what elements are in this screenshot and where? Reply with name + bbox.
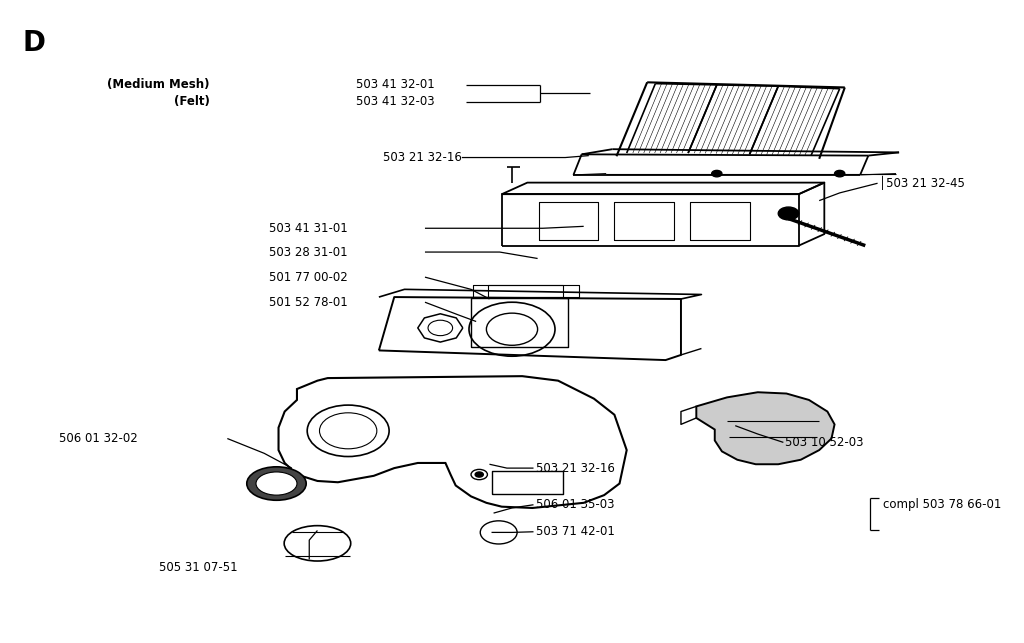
Text: 503 41 32-03: 503 41 32-03: [356, 95, 435, 108]
Text: 505 31 07-51: 505 31 07-51: [159, 561, 238, 574]
Circle shape: [712, 170, 722, 177]
Text: 506 01 35-03: 506 01 35-03: [536, 498, 614, 511]
Ellipse shape: [256, 472, 297, 495]
Text: 503 28 31-01: 503 28 31-01: [269, 246, 348, 258]
Circle shape: [778, 207, 799, 220]
Text: 503 41 31-01: 503 41 31-01: [269, 222, 348, 235]
Text: 503 71 42-01: 503 71 42-01: [536, 525, 614, 538]
Text: 503 10 52-03: 503 10 52-03: [785, 436, 864, 449]
Text: 501 52 78-01: 501 52 78-01: [269, 296, 348, 309]
Ellipse shape: [247, 467, 306, 500]
Circle shape: [475, 472, 483, 477]
Text: (Felt): (Felt): [174, 95, 210, 108]
Text: (Medium Mesh): (Medium Mesh): [108, 78, 210, 91]
Text: 503 41 32-01: 503 41 32-01: [356, 78, 435, 91]
Text: D: D: [23, 29, 45, 57]
Text: 506 01 32-02: 506 01 32-02: [59, 432, 138, 445]
Text: compl 503 78 66-01: compl 503 78 66-01: [883, 498, 1001, 511]
Text: 503 21 32-16: 503 21 32-16: [383, 151, 462, 164]
Circle shape: [835, 170, 845, 177]
Text: 501 77 00-02: 501 77 00-02: [269, 271, 348, 284]
Polygon shape: [696, 392, 835, 464]
Text: 503 21 32-16: 503 21 32-16: [536, 462, 614, 475]
Text: │503 21 32-45: │503 21 32-45: [879, 176, 965, 190]
